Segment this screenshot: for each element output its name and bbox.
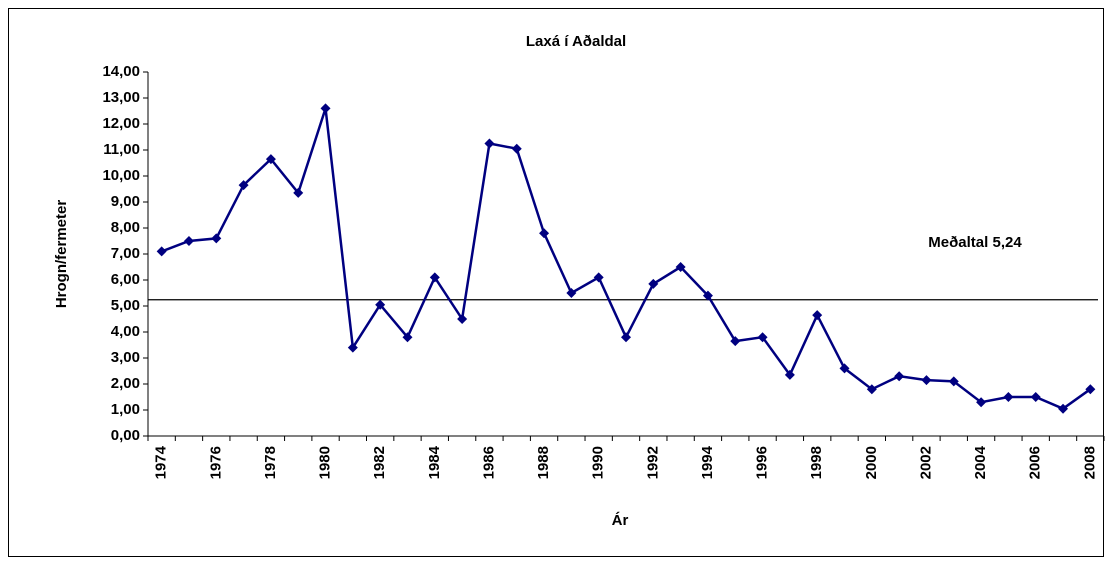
x-tick-label: 2002 [917, 446, 934, 479]
data-point [347, 342, 358, 353]
data-point [866, 384, 877, 395]
data-point [839, 363, 850, 374]
y-tick-label: 6,00 [111, 271, 140, 288]
data-point [675, 262, 686, 272]
data-point [648, 278, 659, 289]
data-point [156, 246, 167, 257]
y-tick-label: 5,00 [111, 297, 140, 314]
data-point [593, 272, 604, 283]
y-tick-label: 9,00 [111, 193, 140, 210]
x-tick-label: 1982 [371, 446, 388, 479]
x-axis-title: Ár [612, 512, 629, 529]
x-tick-label: 2000 [863, 446, 880, 479]
x-tick-label: 1980 [317, 446, 334, 479]
data-point [429, 272, 440, 283]
data-point [976, 397, 987, 408]
x-tick-label: 1984 [426, 445, 443, 479]
x-tick-label: 1978 [262, 446, 279, 479]
data-point [894, 371, 905, 382]
data-point [211, 233, 222, 244]
x-tick-label: 1986 [480, 446, 497, 479]
y-tick-label: 11,00 [103, 141, 140, 158]
y-tick-label: 10,00 [102, 167, 140, 184]
x-tick-label: 1988 [535, 446, 552, 479]
x-tick-label: 1974 [153, 445, 170, 479]
data-point [375, 299, 386, 310]
data-point [511, 143, 522, 154]
data-point [812, 310, 823, 321]
data-point [702, 290, 713, 301]
data-point [948, 376, 959, 387]
data-point [1030, 392, 1041, 402]
y-tick-label: 2,00 [111, 375, 140, 392]
data-point [1058, 403, 1069, 414]
x-tick-label: 1994 [699, 445, 716, 479]
data-point [1003, 392, 1014, 402]
chart-border [8, 8, 1104, 557]
data-point [183, 236, 194, 246]
data-point [402, 332, 413, 343]
x-tick-label: 2008 [1081, 446, 1098, 479]
data-point [757, 332, 768, 343]
y-tick-label: 13,00 [102, 89, 140, 106]
y-tick-label: 4,00 [111, 323, 140, 340]
x-tick-label: 1998 [808, 446, 825, 479]
data-point [457, 314, 468, 324]
y-tick-label: 12,00 [102, 115, 140, 132]
y-tick-label: 0,00 [111, 427, 140, 444]
data-point [621, 332, 631, 343]
data-point [1085, 384, 1096, 395]
data-point [320, 103, 331, 114]
data-point [238, 180, 249, 191]
data-point [293, 187, 304, 198]
y-tick-label: 1,00 [111, 401, 140, 418]
x-tick-label: 1976 [207, 446, 224, 479]
data-point [566, 288, 577, 298]
data-point [921, 375, 932, 386]
x-tick-label: 2006 [1027, 446, 1044, 479]
data-point [730, 336, 741, 347]
y-tick-label: 3,00 [111, 349, 140, 366]
data-point [484, 138, 495, 149]
data-point [784, 369, 795, 380]
y-axis-title: Hrogn/fermeter [53, 200, 70, 309]
data-point [265, 154, 276, 165]
x-tick-label: 2004 [972, 445, 989, 479]
mean-label: Meðaltal 5,24 [928, 234, 1022, 251]
x-tick-label: 1992 [644, 446, 661, 479]
data-point [539, 228, 550, 239]
y-tick-label: 8,00 [111, 219, 140, 236]
y-tick-label: 7,00 [111, 245, 140, 262]
x-tick-label: 1990 [590, 446, 607, 479]
x-tick-label: 1996 [754, 446, 771, 479]
y-tick-label: 14,00 [102, 63, 140, 80]
chart-title: Laxá í Aðaldal [526, 33, 626, 50]
